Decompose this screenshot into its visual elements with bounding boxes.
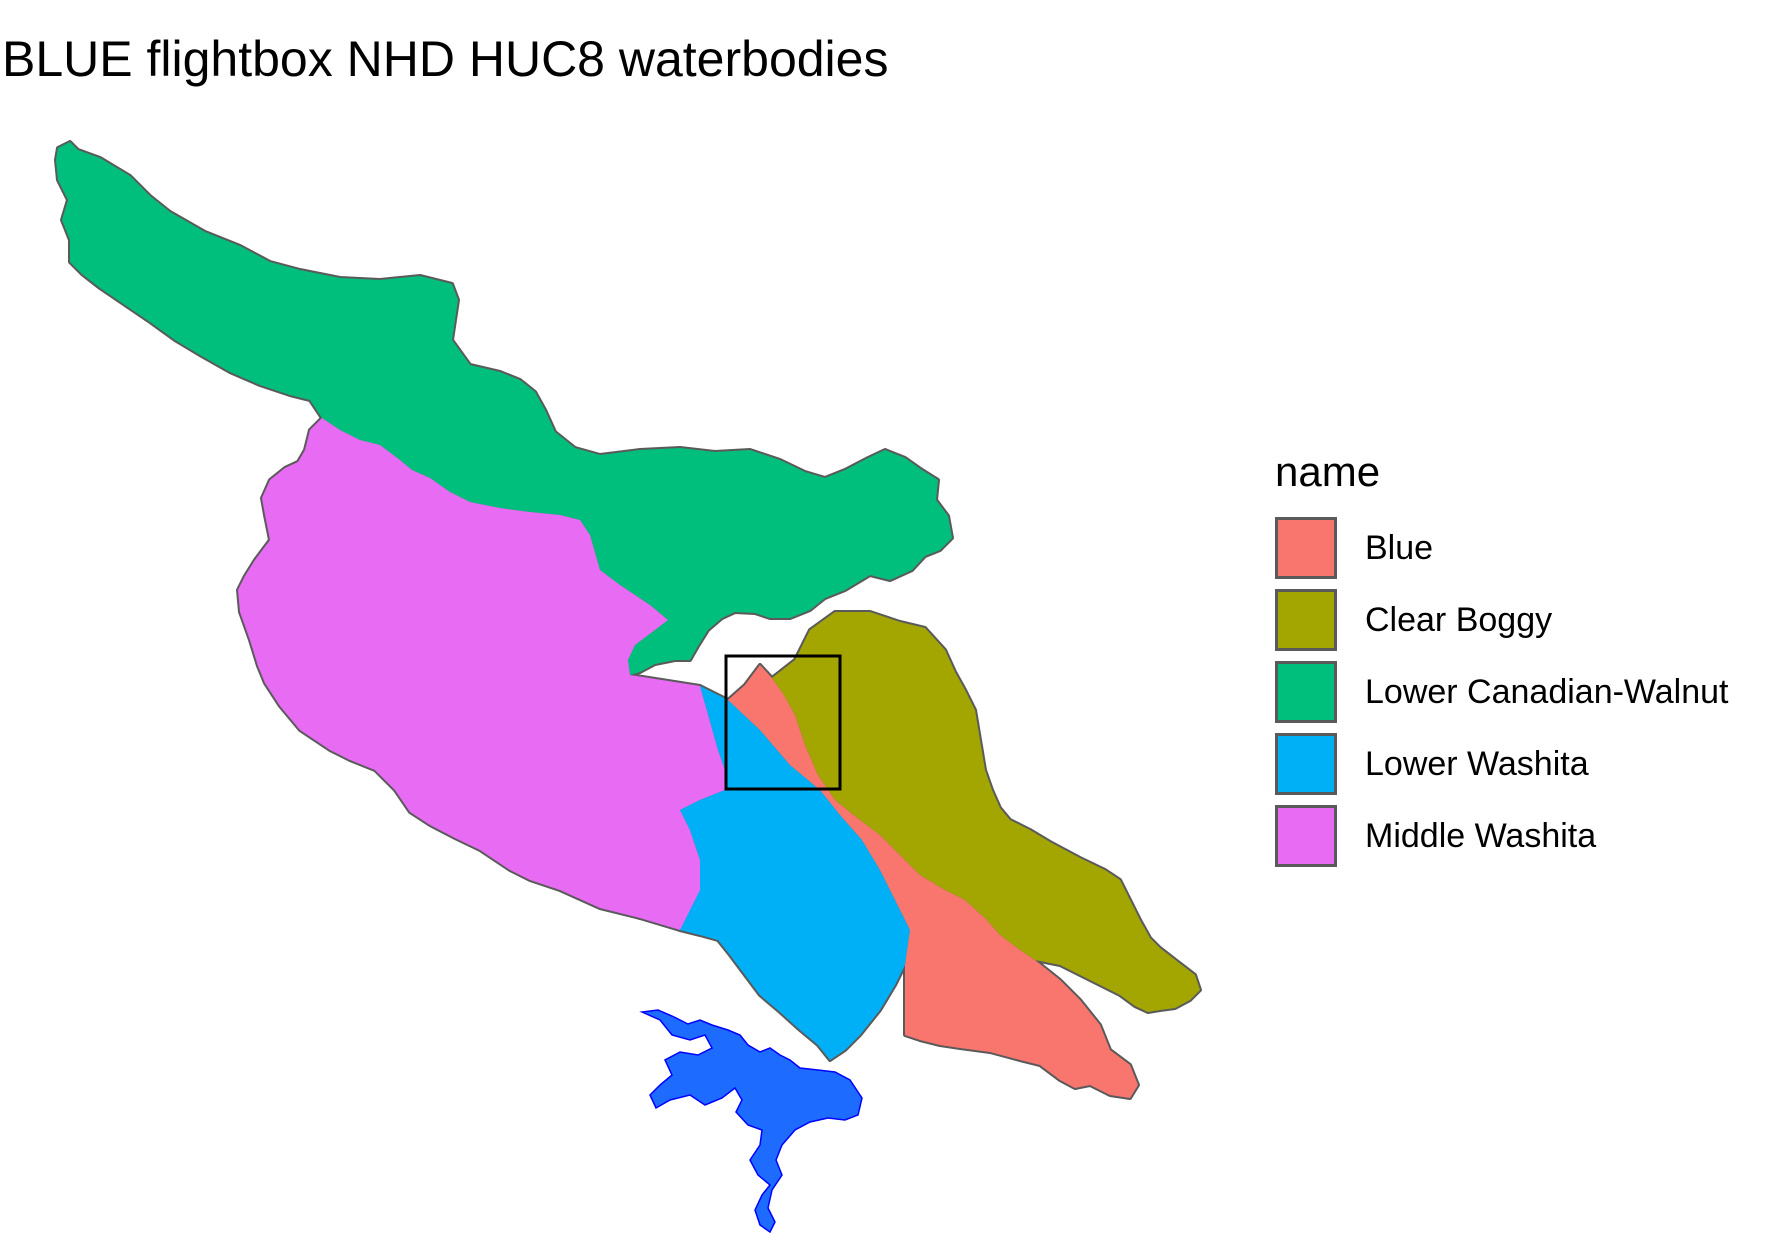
waterbody-texture: [54, 140, 1202, 1100]
legend-label: Clear Boggy: [1365, 600, 1553, 639]
legend: name Blue Clear Boggy Lower Canadian-Wal…: [1275, 448, 1729, 872]
legend-label: Middle Washita: [1365, 816, 1597, 855]
legend-key: [1275, 733, 1337, 795]
legend-item-lower-washita: Lower Washita: [1275, 728, 1729, 800]
page-title: BLUE flightbox NHD HUC8 waterbodies: [2, 31, 889, 87]
legend-label: Blue: [1365, 528, 1434, 567]
legend-item-middle-washita: Middle Washita: [1275, 800, 1729, 872]
legend-key: [1275, 517, 1337, 579]
legend-label: Lower Canadian-Walnut: [1365, 672, 1729, 711]
legend-item-blue: Blue: [1275, 512, 1729, 584]
flightbox-rect: [724, 654, 842, 791]
legend-key: [1275, 805, 1337, 867]
legend-label: Lower Washita: [1365, 744, 1589, 783]
legend-key: [1275, 589, 1337, 651]
legend-title: name: [1275, 448, 1381, 495]
legend-key: [1275, 661, 1337, 723]
reservoir: [639, 1009, 863, 1234]
legend-item-lower-canadian-walnut: Lower Canadian-Walnut: [1275, 656, 1729, 728]
legend-item-clear-boggy: Clear Boggy: [1275, 584, 1729, 656]
